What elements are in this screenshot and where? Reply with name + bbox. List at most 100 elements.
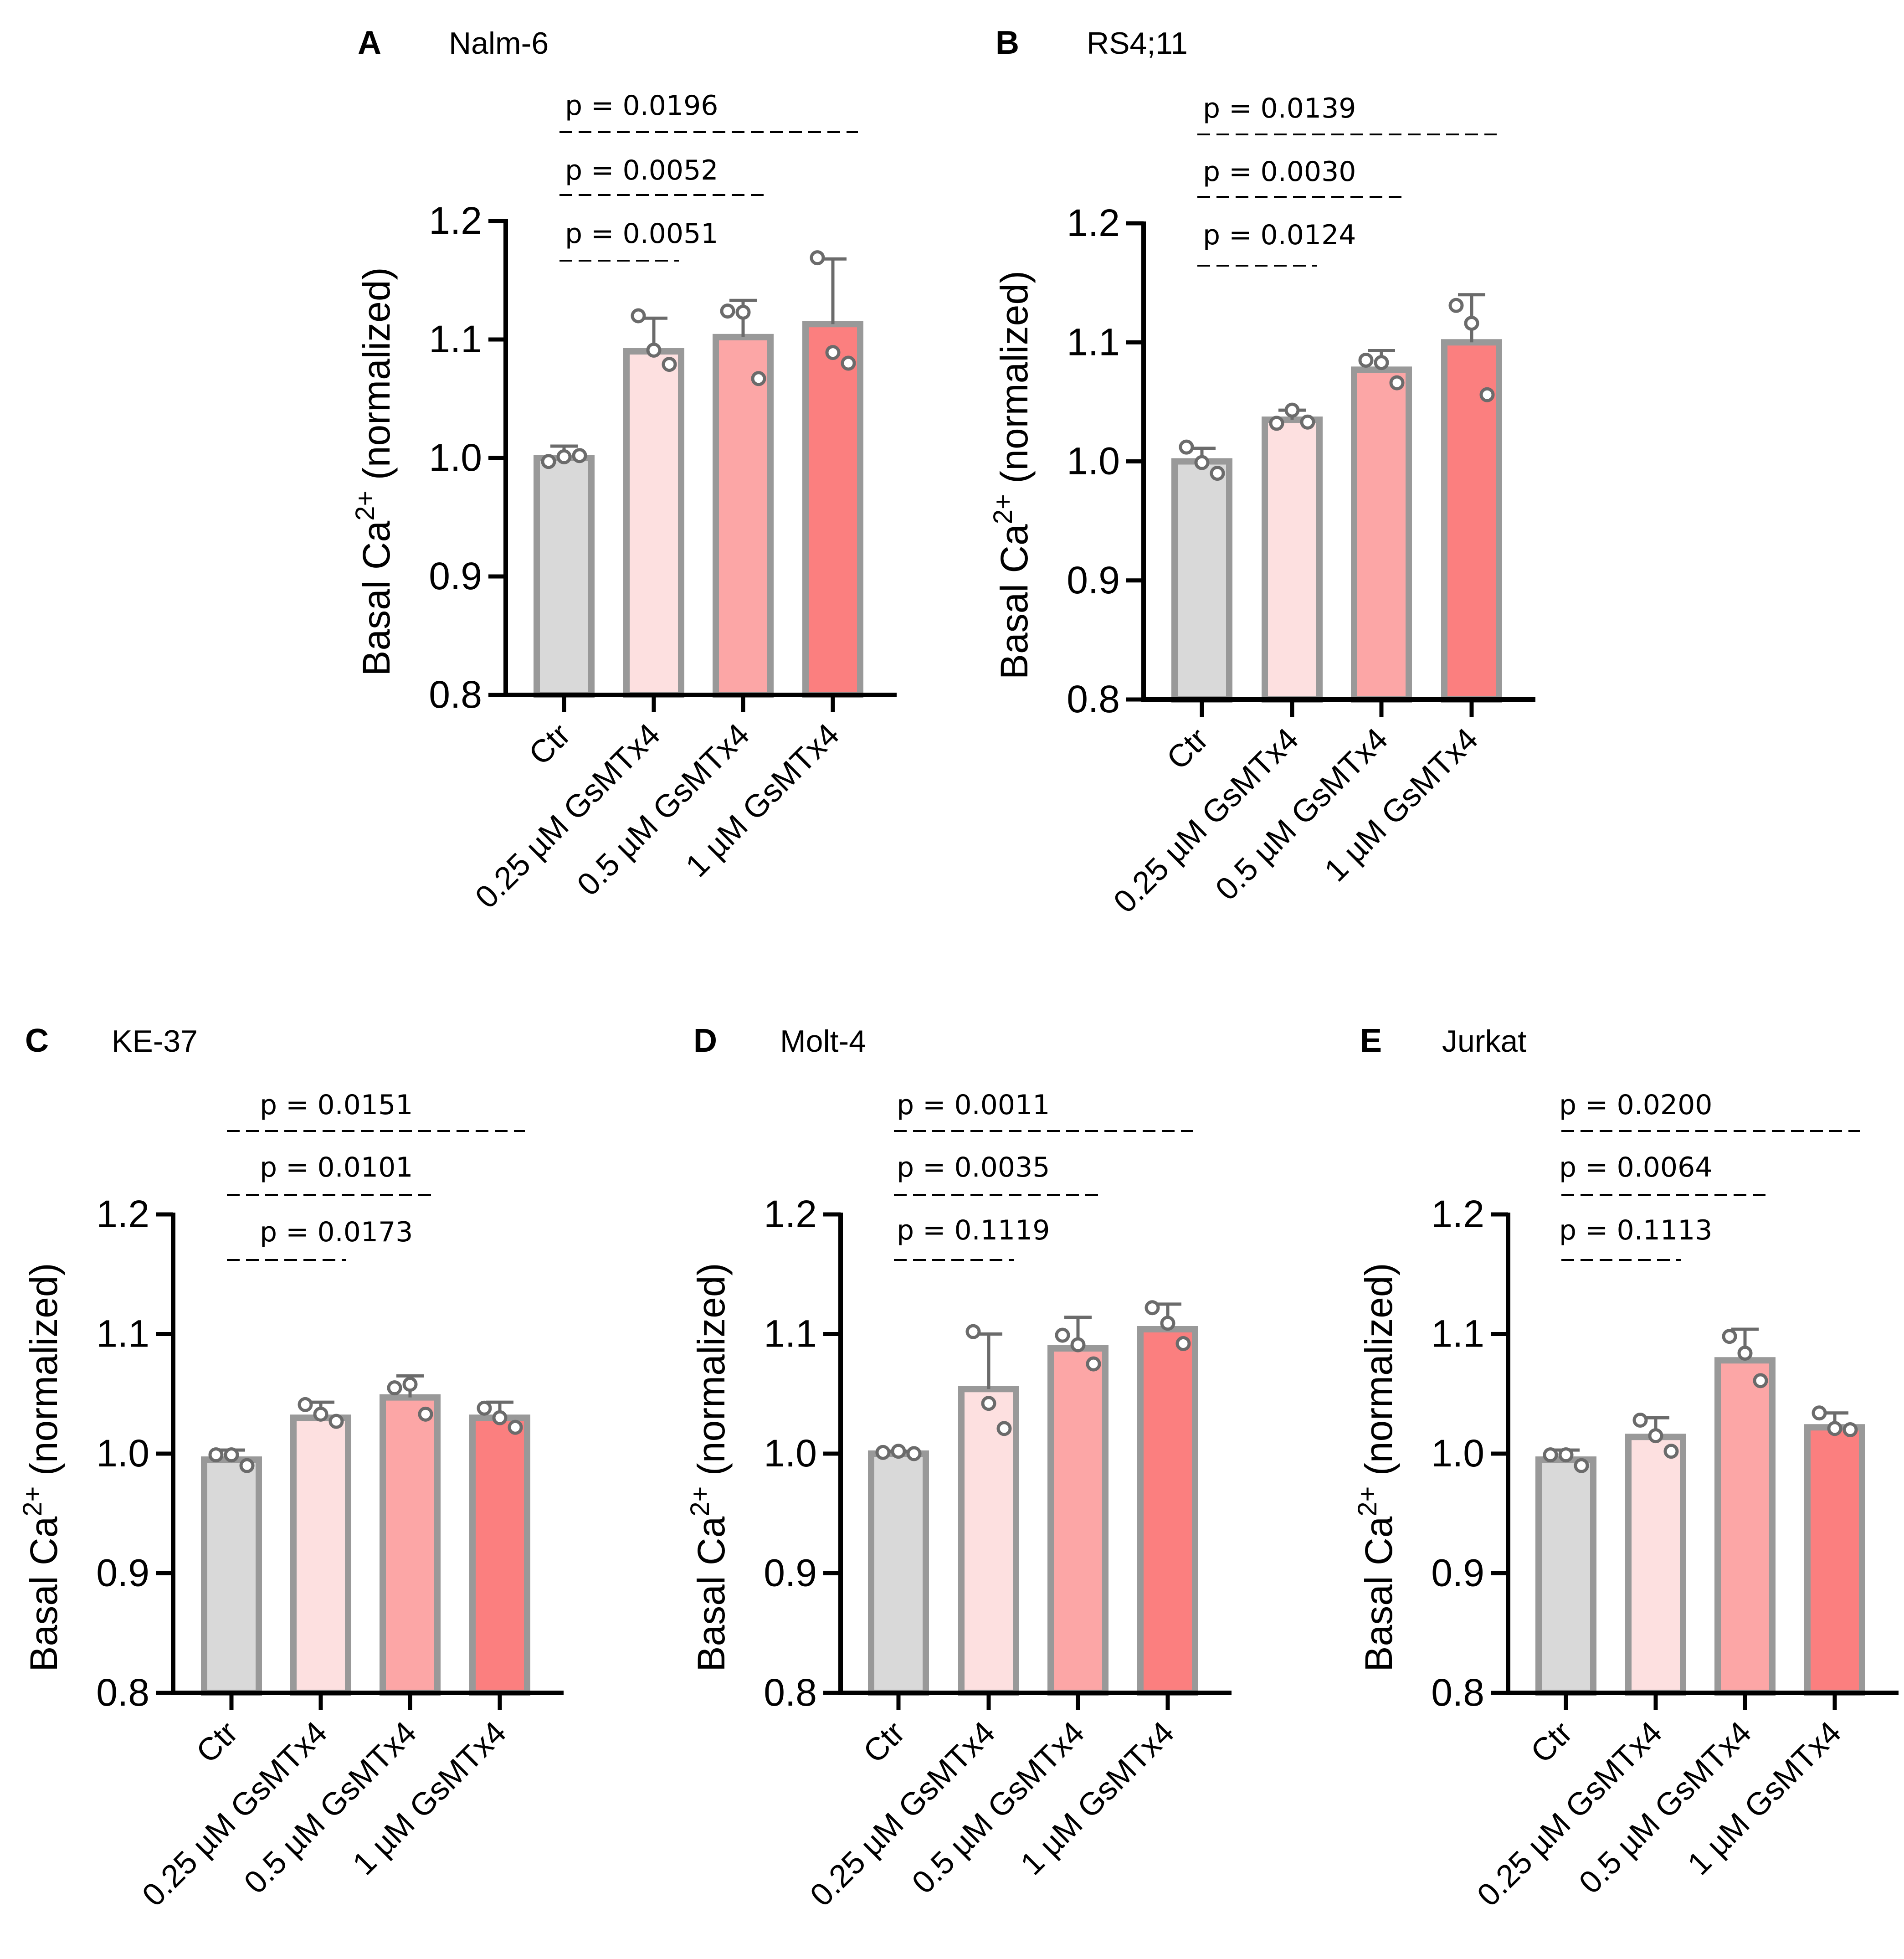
- data-point: [1842, 1422, 1858, 1437]
- data-point: [1086, 1356, 1101, 1372]
- bar-1: [1262, 416, 1323, 703]
- y-axis-label: Basal Ca2+ (normalized): [18, 1263, 65, 1671]
- data-point: [298, 1397, 313, 1412]
- data-point: [1464, 315, 1479, 331]
- y-axis-label-main: Basal Ca: [355, 520, 398, 676]
- y-axis-label: Basal Ca2+ (normalized): [1353, 1263, 1400, 1671]
- data-point: [477, 1400, 492, 1416]
- p-value-label: p = 0.1113: [1559, 1214, 1712, 1246]
- y-axis-label-superscript: 2+: [1353, 1486, 1382, 1517]
- p-value-label: p = 0.0124: [1203, 219, 1356, 251]
- panel-letter: B: [996, 25, 1019, 61]
- bar-0: [1171, 458, 1232, 703]
- data-point: [1160, 1316, 1175, 1331]
- data-point: [328, 1414, 344, 1429]
- data-point: [1358, 352, 1374, 368]
- p-value-label: p = 0.1119: [897, 1214, 1050, 1246]
- y-tick-label: 1.1: [1067, 320, 1120, 363]
- y-tick-label: 1.1: [1431, 1312, 1484, 1355]
- y-tick-label: 0.8: [96, 1671, 149, 1714]
- data-point: [1632, 1413, 1648, 1428]
- panel-letter: C: [25, 1023, 49, 1059]
- data-point: [508, 1419, 523, 1435]
- y-tick-label: 1.1: [96, 1312, 149, 1355]
- bar-2: [1047, 1345, 1109, 1696]
- data-point: [556, 449, 572, 464]
- data-point: [1663, 1444, 1679, 1459]
- y-tick-label: 1.0: [1431, 1432, 1484, 1475]
- y-axis-label-main: Basal Ca: [1357, 1516, 1400, 1671]
- y-tick-label: 0.9: [96, 1552, 149, 1594]
- bar-3: [1804, 1424, 1865, 1696]
- p-value-label: p = 0.0064: [1559, 1152, 1712, 1183]
- y-tick-label: 0.8: [429, 673, 482, 716]
- data-point: [996, 1421, 1012, 1436]
- data-point: [1070, 1337, 1086, 1352]
- data-point: [313, 1406, 328, 1422]
- p-value-label: p = 0.0052: [565, 154, 718, 186]
- data-point: [841, 355, 856, 371]
- data-point: [981, 1396, 996, 1411]
- panel-letter: D: [693, 1023, 717, 1059]
- y-tick-label: 0.8: [1431, 1671, 1484, 1714]
- data-point: [751, 371, 766, 386]
- x-category-label: 1 µM GsMTx4: [1681, 1714, 1848, 1882]
- y-tick-label: 1.0: [764, 1432, 817, 1475]
- data-point: [646, 342, 662, 358]
- data-point: [1179, 439, 1194, 455]
- y-tick-label: 1.2: [1067, 201, 1120, 244]
- data-point: [1194, 455, 1210, 470]
- data-point: [810, 250, 825, 266]
- panel-letter: E: [1360, 1023, 1382, 1059]
- bar-2: [1351, 366, 1412, 703]
- y-axis-label-suffix: (normalized): [993, 271, 1036, 494]
- p-value-label: p = 0.0030: [1203, 156, 1356, 188]
- data-point: [735, 304, 751, 320]
- x-category-label: 1 µM GsMTx4: [1318, 721, 1485, 888]
- y-axis-label-suffix: (normalized): [690, 1263, 733, 1486]
- x-category-label: Ctr: [856, 1714, 911, 1769]
- y-axis-label-suffix: (normalized): [1357, 1263, 1400, 1486]
- data-point: [1300, 414, 1315, 430]
- data-point: [1144, 1300, 1160, 1316]
- y-axis-label-main: Basal Ca: [690, 1516, 733, 1671]
- y-tick-label: 1.0: [429, 436, 482, 479]
- data-point: [1737, 1346, 1753, 1361]
- p-value-label: p = 0.0173: [260, 1216, 413, 1248]
- data-point: [1574, 1458, 1589, 1473]
- p-value-label: p = 0.0151: [260, 1089, 413, 1121]
- bar-2: [1714, 1357, 1776, 1696]
- data-point: [208, 1447, 224, 1463]
- data-point: [1753, 1373, 1768, 1388]
- bar-0: [1535, 1456, 1596, 1696]
- bar-0: [534, 455, 595, 698]
- data-point: [492, 1410, 508, 1425]
- data-point: [662, 357, 677, 372]
- data-point: [1210, 466, 1225, 481]
- data-point: [1543, 1447, 1558, 1463]
- y-axis-label: Basal Ca2+ (normalized): [685, 1263, 733, 1671]
- p-value-label: p = 0.0035: [897, 1152, 1050, 1183]
- x-category-label: Ctr: [1160, 721, 1215, 776]
- bar-2: [713, 334, 774, 698]
- p-value-label: p = 0.0051: [565, 218, 718, 250]
- y-axis-label-main: Basal Ca: [993, 524, 1036, 679]
- y-axis-label-superscript: 2+: [685, 1486, 715, 1517]
- panel-letter: A: [358, 25, 381, 61]
- x-category-label: 1 µM GsMTx4: [346, 1714, 513, 1882]
- data-point: [541, 454, 556, 469]
- y-tick-label: 0.9: [1067, 559, 1120, 602]
- y-tick-label: 1.2: [764, 1193, 817, 1235]
- data-point: [1722, 1329, 1737, 1344]
- data-point: [1479, 387, 1495, 402]
- p-value-label: p = 0.0011: [897, 1089, 1050, 1121]
- y-tick-label: 1.2: [1431, 1193, 1484, 1235]
- y-tick-label: 1.2: [96, 1193, 149, 1235]
- y-tick-label: 1.0: [96, 1432, 149, 1475]
- y-tick-label: 0.9: [1431, 1552, 1484, 1594]
- y-axis-label-main: Basal Ca: [22, 1516, 65, 1671]
- bar-1: [1625, 1434, 1686, 1696]
